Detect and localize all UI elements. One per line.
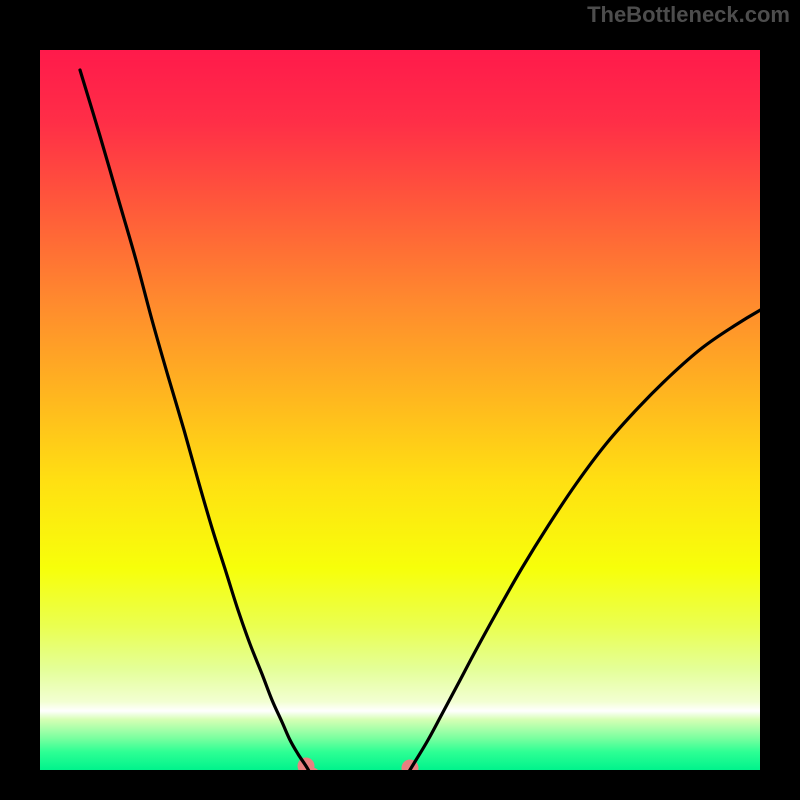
- bottleneck-curve: [80, 70, 760, 770]
- bottleneck-curve-layer: [40, 50, 760, 770]
- watermark-text: TheBottleneck.com: [587, 2, 790, 28]
